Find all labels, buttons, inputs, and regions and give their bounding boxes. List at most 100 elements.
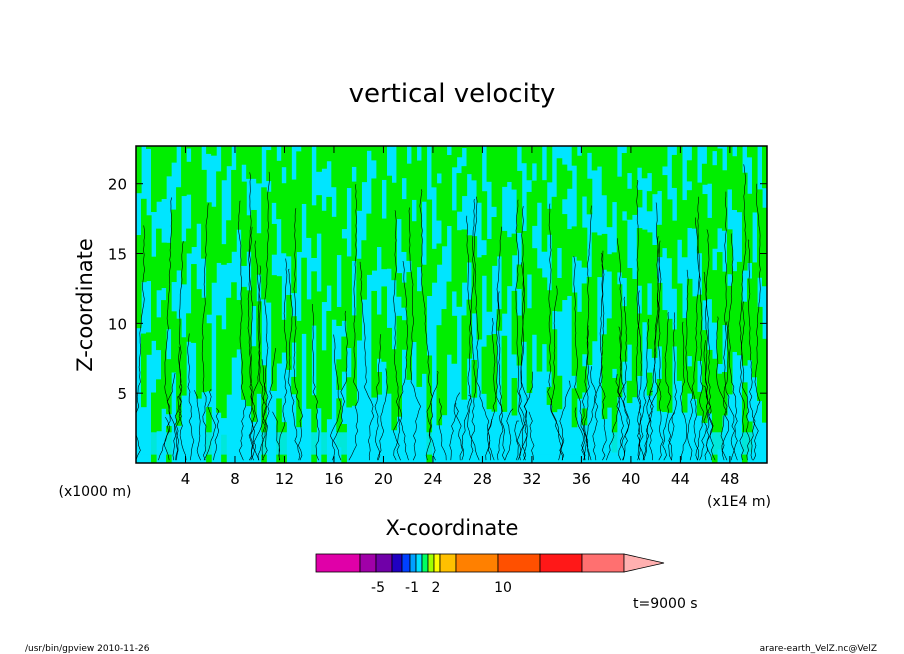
field-cell bbox=[446, 155, 453, 226]
field-cell bbox=[176, 187, 182, 271]
x-tick-label: 24 bbox=[423, 470, 442, 488]
contour-line bbox=[187, 333, 195, 461]
x-tick-label: 16 bbox=[324, 470, 343, 488]
contour-line bbox=[615, 374, 624, 461]
field-cell bbox=[146, 332, 152, 355]
field-cell bbox=[601, 334, 608, 419]
field-cell bbox=[311, 205, 317, 258]
field-cell bbox=[381, 286, 387, 362]
field-cell bbox=[336, 146, 342, 256]
field-cell bbox=[651, 146, 658, 195]
field-cell bbox=[346, 146, 352, 189]
colorbar-segment bbox=[439, 553, 457, 573]
field-cell bbox=[581, 283, 588, 355]
field-cell bbox=[381, 146, 387, 180]
contour-line bbox=[646, 240, 661, 461]
field-cell bbox=[186, 146, 192, 149]
field-cell bbox=[671, 329, 678, 347]
field-cell bbox=[706, 349, 713, 414]
contour-line bbox=[617, 238, 630, 461]
field-cell bbox=[226, 146, 232, 167]
contour-line bbox=[203, 388, 217, 461]
field-cell bbox=[471, 236, 478, 314]
field-cell bbox=[516, 315, 523, 366]
field-cell bbox=[736, 261, 743, 356]
contour-line bbox=[398, 260, 409, 461]
field-cell bbox=[186, 161, 192, 195]
contour-line bbox=[680, 321, 688, 461]
field-cell bbox=[336, 359, 342, 390]
field-cell bbox=[326, 196, 332, 286]
field-cell bbox=[266, 191, 272, 303]
colorbar-label: -1 bbox=[405, 580, 419, 596]
field-cell bbox=[636, 189, 643, 208]
field-cell bbox=[156, 379, 162, 432]
field-cell bbox=[526, 146, 533, 181]
field-cell bbox=[686, 278, 693, 357]
field-cell bbox=[586, 276, 593, 366]
contour-line bbox=[547, 203, 565, 461]
contour-line bbox=[515, 199, 524, 461]
x-axis: 4 8 12 16 20 24 28 32 36 40 44 48 bbox=[181, 146, 739, 488]
field-cell bbox=[226, 297, 232, 395]
contour-line bbox=[348, 184, 359, 461]
field-cell bbox=[491, 334, 498, 412]
contour-line bbox=[333, 310, 348, 461]
field-cell bbox=[746, 146, 753, 158]
field-cell bbox=[721, 271, 728, 326]
field-cell bbox=[606, 146, 613, 228]
field-cell bbox=[436, 325, 443, 426]
contour-line bbox=[721, 321, 729, 461]
field-cell bbox=[526, 191, 533, 275]
field-cell bbox=[501, 230, 508, 314]
field-cell bbox=[256, 233, 262, 275]
field-cell bbox=[241, 286, 247, 400]
field-cell bbox=[171, 146, 177, 163]
field-cell bbox=[251, 146, 257, 179]
field-cell bbox=[261, 187, 267, 300]
contour-line bbox=[642, 236, 660, 461]
field-cell bbox=[156, 317, 162, 351]
field-cell bbox=[531, 248, 538, 335]
field-cell bbox=[616, 176, 623, 273]
field-cell bbox=[466, 146, 473, 175]
field-cell bbox=[436, 146, 443, 174]
field-cell bbox=[201, 169, 207, 259]
field-cell bbox=[591, 232, 598, 342]
x-tick-label: 4 bbox=[181, 470, 191, 488]
field-cell bbox=[221, 146, 227, 181]
x-axis-label: X-coordinate bbox=[386, 516, 519, 540]
field-cell bbox=[151, 146, 157, 213]
contour-line bbox=[558, 380, 571, 461]
field-cell bbox=[686, 160, 693, 182]
field-cell bbox=[276, 276, 282, 364]
field-cell bbox=[306, 299, 312, 409]
field-cell bbox=[536, 268, 543, 372]
contour-line bbox=[504, 408, 514, 461]
contour-line bbox=[469, 199, 477, 461]
field-cell bbox=[481, 255, 488, 276]
field-cell bbox=[286, 294, 292, 370]
field-cell bbox=[281, 183, 287, 254]
field-cell bbox=[701, 194, 708, 301]
field-cell bbox=[246, 290, 252, 407]
contour-line bbox=[194, 390, 201, 461]
field-cell bbox=[511, 233, 518, 256]
field-cell bbox=[451, 315, 458, 364]
contour-line bbox=[466, 215, 480, 461]
field-cell bbox=[691, 146, 698, 229]
field-cell bbox=[161, 146, 167, 200]
field-cell bbox=[696, 294, 703, 361]
field-cell bbox=[726, 146, 733, 190]
contour-line bbox=[449, 392, 461, 461]
field-cell bbox=[666, 318, 673, 413]
field-cell bbox=[751, 262, 758, 378]
field-cell bbox=[581, 227, 588, 268]
field-cell bbox=[491, 217, 498, 266]
colorbar-segment bbox=[359, 553, 377, 573]
field-cell bbox=[181, 337, 187, 396]
contour-line bbox=[590, 366, 599, 461]
contour-line bbox=[176, 346, 182, 461]
field-cell bbox=[731, 271, 738, 352]
field-cell bbox=[411, 146, 418, 200]
